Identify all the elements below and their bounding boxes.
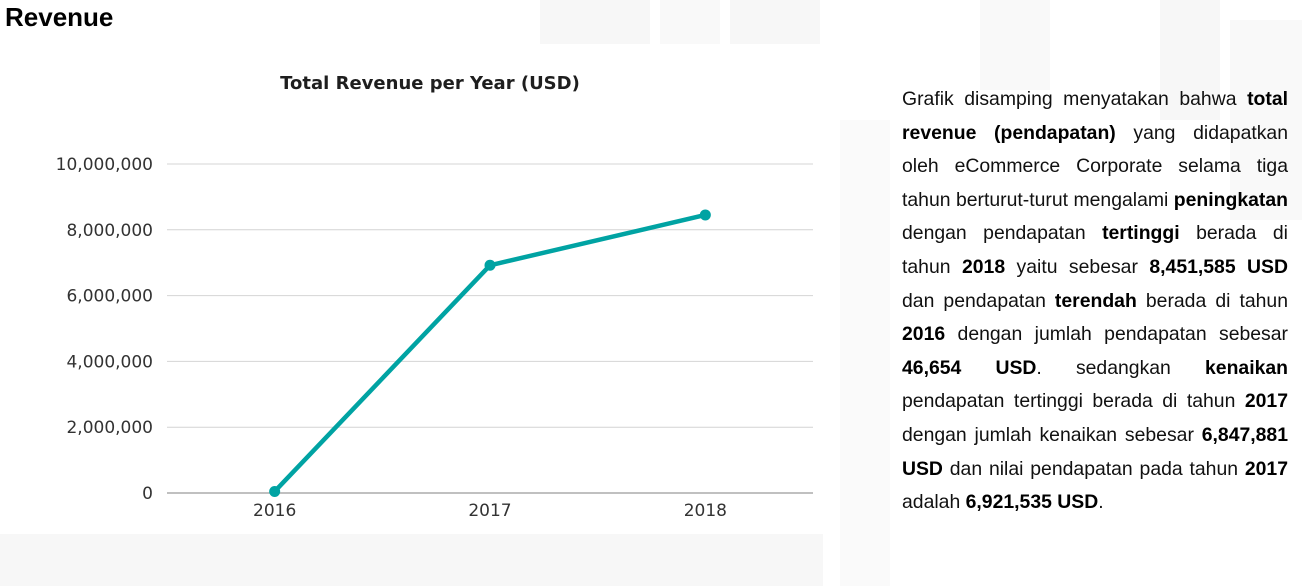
description-highlight: 6,921,535 USD <box>965 491 1099 514</box>
description-text: berada di tahun <box>902 222 1288 278</box>
revenue-description: Grafik disamping menyatakan bahwa total … <box>902 83 1288 520</box>
description-highlight: 46,654 USD <box>902 356 1037 379</box>
description-highlight: kenaikan <box>1205 356 1288 379</box>
series-line <box>272 212 708 494</box>
description-highlight: 2017 <box>1244 390 1288 413</box>
chart-svg: Total Revenue per Year (USD) 0 2,000,000 4,… <box>56 73 813 521</box>
description-text: dengan pendapatan <box>902 222 1103 245</box>
chart-title: Total Revenue per Year (USD) <box>280 73 580 94</box>
description-text: yaitu sebesar <box>1005 255 1150 278</box>
data-point-2017 <box>484 259 496 271</box>
y-tick-label: 10,000,000 <box>56 155 153 175</box>
description-text: pendapatan tertinggi berada di tahun <box>902 390 1245 413</box>
description-text: dan pendapatan <box>902 289 1055 312</box>
y-tick-label: 6,000,000 <box>66 287 153 307</box>
data-point-2016 <box>269 485 281 497</box>
x-tick-label: 2018 <box>684 501 727 521</box>
description-highlight: 6,847,881 USD <box>902 423 1288 480</box>
y-tick-label: 0 <box>142 484 153 504</box>
description-text: dengan jumlah kenaikan sebesar <box>902 423 1202 446</box>
x-tick-label: 2017 <box>468 501 511 521</box>
description-text: adalah <box>902 491 966 514</box>
revenue-chart: Total Revenue per Year (USD) 0 2,000,000 4,… <box>0 44 823 534</box>
description-highlight: 2016 <box>902 323 946 346</box>
data-point-2018 <box>699 209 711 221</box>
y-tick-label: 2,000,000 <box>66 418 153 438</box>
description-highlight: 8,451,585 USD <box>1149 255 1288 278</box>
description-text: berada di tahun <box>1136 289 1288 312</box>
description-text: Grafik disamping menyatakan bahwa <box>902 88 1248 110</box>
description-text: yang didapatkan oleh eCommerce Corporate… <box>902 121 1288 211</box>
description-text: . sedangkan <box>1036 356 1205 379</box>
description-highlight: tertinggi <box>1102 222 1180 245</box>
y-tick-label: 8,000,000 <box>66 221 153 241</box>
description-text: dengan jumlah pendapatan sebesar <box>945 323 1288 346</box>
description-highlight: 2018 <box>961 255 1006 278</box>
x-tick-label: 2016 <box>253 501 296 521</box>
description-highlight: peningkatan <box>1173 188 1288 211</box>
description-highlight: terendah <box>1054 289 1137 312</box>
description-text: . <box>1098 491 1104 514</box>
description-highlight: total revenue (pendapatan) <box>902 88 1288 144</box>
page-title: Revenue <box>5 2 114 32</box>
y-tick-label: 4,000,000 <box>66 352 153 372</box>
description-text: dan nilai pendapatan pada tahun <box>942 457 1245 480</box>
description-highlight: 2017 <box>1244 457 1288 480</box>
